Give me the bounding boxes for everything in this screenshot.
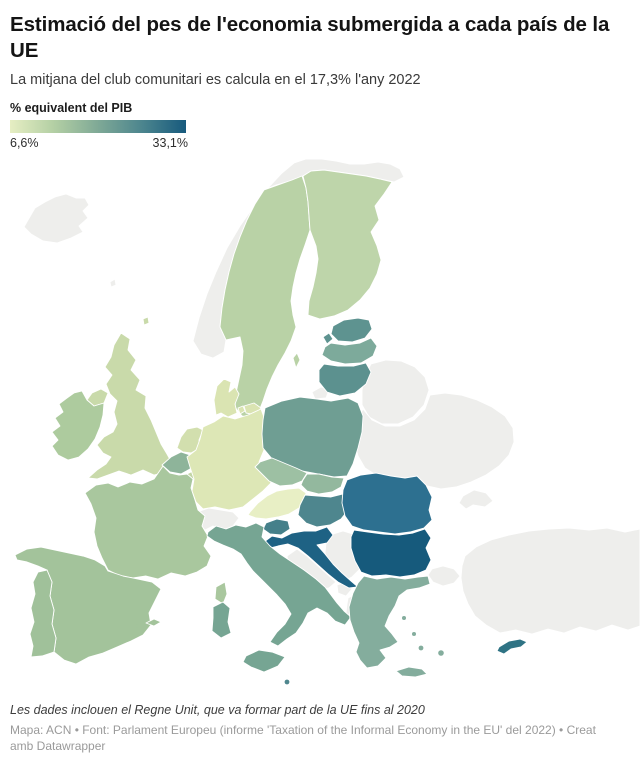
mallorca-island <box>145 618 162 627</box>
sicily-island <box>242 649 286 673</box>
country-ireland[interactable] <box>51 390 105 461</box>
country-sweden[interactable] <box>219 175 311 419</box>
country-hungary[interactable] <box>297 493 353 528</box>
gotland-island <box>292 352 301 369</box>
aegean-island <box>418 645 424 651</box>
country-greece[interactable] <box>348 575 444 678</box>
country-iceland <box>23 193 90 244</box>
rhodes-island <box>438 650 444 656</box>
country-italy[interactable] <box>206 522 352 673</box>
greece-mainland <box>348 575 431 669</box>
footnote: Les dades inclouen el Regne Unit, que va… <box>10 703 425 718</box>
credits-line: Mapa: ACN • Font: Parlament Europeu (inf… <box>10 723 596 754</box>
country-croatia[interactable] <box>263 526 359 589</box>
subtitle: La mitjana del club comunitari es calcul… <box>10 72 421 89</box>
legend-labels: 6,6% 33,1% <box>10 136 188 150</box>
corsica-island <box>214 581 228 605</box>
sardinia-island <box>211 601 232 639</box>
country-bulgaria[interactable] <box>350 528 432 578</box>
color-legend: % equivalent del PIB 6,6% 33,1% <box>10 101 630 150</box>
crimea-peninsula <box>458 489 494 510</box>
orkney-islands <box>142 316 150 326</box>
legend-title: % equivalent del PIB <box>10 101 133 116</box>
country-germany[interactable] <box>186 408 272 511</box>
great-britain <box>87 332 173 480</box>
country-romania[interactable] <box>341 472 433 535</box>
aegean-island <box>412 632 416 637</box>
page-title: Estimació del pes de l'economia submergi… <box>10 13 610 63</box>
country-slovenia[interactable] <box>262 518 291 536</box>
country-finland[interactable] <box>302 169 393 320</box>
italy-mainland <box>206 522 352 647</box>
country-estonia[interactable] <box>322 317 373 345</box>
country-malta[interactable] <box>284 679 290 685</box>
turkey-thrace <box>427 565 461 587</box>
chart-container: Estimació del pes de l'economia submergi… <box>0 0 640 150</box>
legend-max-label: 33,1% <box>152 136 188 151</box>
country-latvia[interactable] <box>321 337 378 365</box>
country-slovakia[interactable] <box>300 473 345 495</box>
ibiza-island <box>135 624 139 628</box>
country-lithuania[interactable] <box>318 362 372 397</box>
kaliningrad-region <box>311 386 330 400</box>
country-cyprus[interactable] <box>496 638 528 655</box>
country-belarus <box>361 359 430 425</box>
legend-gradient <box>10 120 186 134</box>
aegean-island <box>402 616 406 621</box>
legend-min-label: 6,6% <box>10 136 39 151</box>
country-portugal[interactable] <box>29 569 57 658</box>
faroe-islands <box>109 278 117 288</box>
europe-choropleth-map <box>14 158 640 685</box>
country-czechia[interactable] <box>254 457 308 487</box>
funen-island <box>237 405 246 415</box>
country-france[interactable] <box>84 465 228 605</box>
crete-island <box>395 666 428 678</box>
saaremaa-island <box>322 332 334 345</box>
country-uk[interactable] <box>86 316 173 480</box>
country-turkey <box>460 527 640 635</box>
country-poland[interactable] <box>261 396 364 478</box>
